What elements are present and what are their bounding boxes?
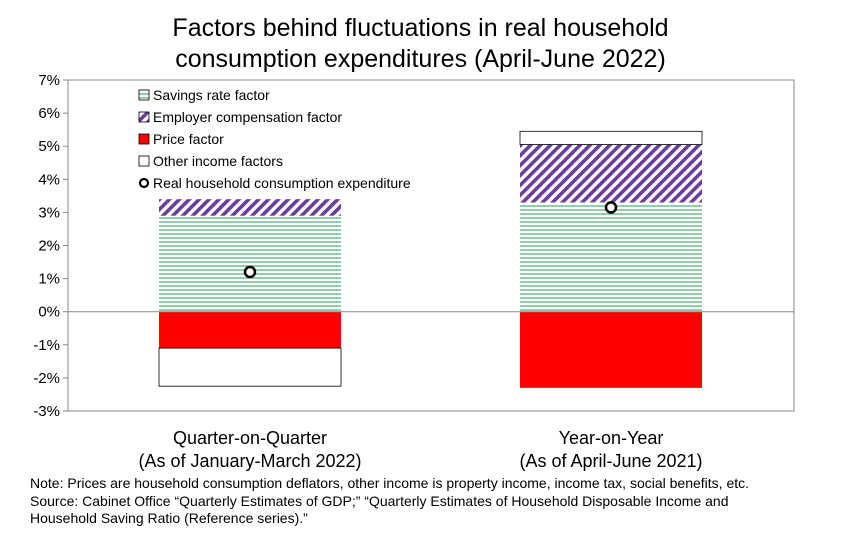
bar-segment-3-cat-2 [520,311,702,388]
y-tick-label: 7% [38,72,60,89]
bar-segment-3-cat-1 [159,311,341,349]
legend-label: Employer compensation factor [153,109,342,125]
legend-label: Other income factors [153,153,283,169]
y-tick-label: 1% [38,271,60,288]
bars [158,130,703,388]
source-line: Source: Cabinet Office “Quarterly Estima… [30,492,729,509]
consumption-marker [243,265,257,279]
legend-label: Real household consumption expenditure [153,175,411,191]
bar-segment-1-cat-2 [520,202,702,312]
chart-title-line-2: consumption expenditures (April-June 202… [175,45,666,73]
markers [243,201,618,279]
category-label-line: (As of January-March 2022) [138,451,362,471]
legend-marker [138,177,150,189]
y-tick-label: 5% [38,138,60,155]
category-label-line: Year-on-Year [558,428,664,448]
y-tick-label: -2% [33,370,60,387]
y-tick-label: 4% [38,171,60,188]
chart-title: Factors behind fluctuations in real hous… [0,13,841,75]
note-line: Note: Prices are household consumption d… [30,475,750,491]
chart-notes: Note: Prices are household consumption d… [30,475,830,528]
legend: Savings rate factor Employer compensation… [138,87,411,191]
category-label-line: Quarter-on-Quarter [172,428,328,448]
chart-title-line-1: Factors behind fluctuations in real hous… [172,14,669,42]
consumption-marker [604,201,618,214]
bar-segment-4-cat-1 [158,347,342,387]
y-tick-label: -3% [33,403,60,420]
bar-segment-1-cat-1 [159,215,341,312]
legend-swatch [138,111,150,123]
chart-plot: 7% 6% 5% 4% 3% 2% 1% 0% -1% -2% -3% Savings rate f… [33,72,795,420]
category-label-quarter-on-quarter: Quarter-on-Quarter (As of January-March … [100,427,400,473]
bar-segment-4-cat-2 [519,130,703,145]
y-tick-label: 6% [38,105,60,122]
legend-label: Price factor [153,131,224,147]
source-line: Household Saving Ratio (Reference series… [30,510,308,526]
legend-swatch [138,155,150,167]
legend-swatch [138,89,150,101]
category-label-year-on-year: Year-on-Year (As of April-June 2021) [461,427,761,473]
y-tick-label: 0% [38,304,60,321]
y-tick-label: 3% [38,204,60,221]
y-axis: 7% 6% 5% 4% 3% 2% 1% 0% -1% -2% -3% [33,72,68,420]
bar-segment-2-cat-1 [159,199,341,216]
y-tick-label: 2% [38,238,60,255]
legend-swatch [138,133,150,145]
bar-segment-2-cat-2 [520,144,702,203]
y-tick-label: -1% [33,337,60,354]
legend-label: Savings rate factor [153,87,270,103]
category-label-line: (As of April-June 2021) [519,451,703,471]
